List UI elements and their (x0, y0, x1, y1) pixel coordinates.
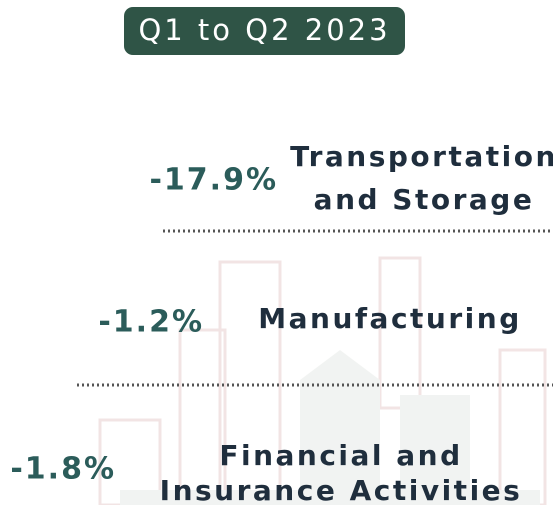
header-title: Q1 to Q2 2023 (138, 13, 390, 47)
header-pill (124, 7, 405, 55)
change-value: -17.9% (149, 163, 278, 198)
building (178, 328, 227, 505)
building (218, 260, 282, 505)
sector-label: and Storage (314, 183, 535, 216)
sector-label: Transportation (290, 140, 553, 173)
sector-label: Financial and (219, 439, 462, 472)
building (300, 350, 380, 505)
skyline-background (98, 256, 547, 505)
building (498, 348, 547, 505)
ground (120, 490, 540, 505)
building (400, 395, 470, 505)
change-value: -1.2% (98, 305, 204, 340)
change-value: -1.8% (10, 452, 116, 487)
building (98, 418, 162, 505)
sector-label: Insurance Activities (160, 474, 523, 505)
sector-label: Manufacturing (258, 302, 522, 335)
